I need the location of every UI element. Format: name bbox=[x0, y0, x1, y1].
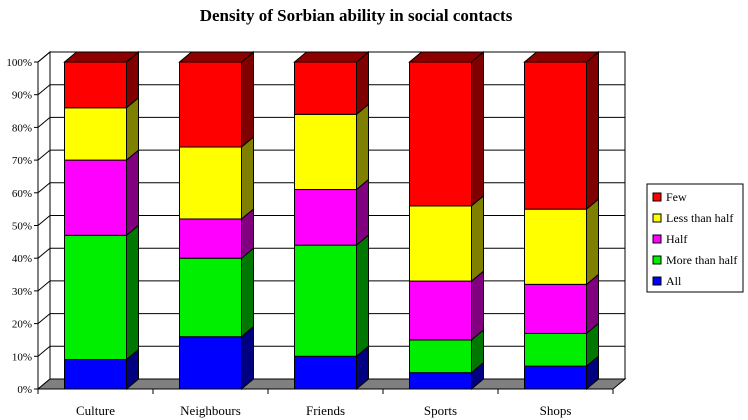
gridline-side bbox=[37, 345, 51, 357]
bar-less-than-half bbox=[524, 208, 587, 285]
bar-side-less-than-half bbox=[471, 194, 484, 283]
bar-half bbox=[409, 280, 472, 341]
bar-stack-culture bbox=[63, 50, 140, 391]
bar-less-than-half bbox=[294, 113, 357, 191]
bar-half bbox=[524, 283, 587, 334]
bar-half bbox=[179, 218, 242, 259]
y-tick-label: 40% bbox=[12, 253, 32, 265]
y-tick-label: 90% bbox=[12, 90, 32, 102]
gridline-side bbox=[37, 149, 51, 161]
bar-stack-sports bbox=[408, 50, 485, 391]
gridline-side bbox=[37, 247, 51, 259]
bar-few bbox=[179, 61, 242, 148]
chart-title: Density of Sorbian ability in social con… bbox=[200, 6, 513, 25]
y-tick-label: 0% bbox=[17, 384, 32, 396]
bar-side-less-than-half bbox=[241, 135, 254, 221]
x-tick-label: Shops bbox=[540, 403, 572, 418]
bar-all bbox=[524, 365, 587, 390]
x-tick-label: Culture bbox=[76, 403, 115, 418]
bar-side-few bbox=[241, 50, 254, 149]
legend-label: All bbox=[666, 274, 682, 288]
gridline-side bbox=[37, 182, 51, 194]
bar-side-few bbox=[471, 50, 484, 207]
y-tick-label: 60% bbox=[12, 188, 32, 200]
bar-side-less-than-half bbox=[126, 96, 139, 162]
bar-side-less-than-half bbox=[586, 198, 599, 286]
bar-top-few bbox=[63, 51, 140, 63]
gridline-side bbox=[37, 51, 51, 63]
x-axis-ticks: Culture Neighbours Friends Sports Shops bbox=[37, 388, 614, 418]
bar-few bbox=[524, 61, 587, 210]
bar-more-than-half bbox=[409, 339, 472, 374]
gridline-side bbox=[37, 215, 51, 226]
bar-all bbox=[179, 336, 242, 390]
bar-top-few bbox=[523, 51, 600, 63]
gridline-side bbox=[37, 117, 51, 128]
bar-more-than-half bbox=[179, 257, 242, 338]
bar-side-half bbox=[126, 149, 139, 237]
legend-label: Few bbox=[666, 190, 687, 204]
bar-few bbox=[409, 61, 472, 207]
legend-label: Less than half bbox=[666, 211, 733, 225]
bar-side-half bbox=[356, 178, 369, 247]
bar-side-more-than-half bbox=[126, 224, 139, 361]
x-tick-label: Friends bbox=[306, 403, 345, 418]
bar-all bbox=[64, 359, 127, 390]
y-axis-ticks: 0% 10% 20% 30% 40% 50% 60% 70% 80% 90% 100% bbox=[6, 57, 39, 396]
bar-top-few bbox=[408, 51, 485, 63]
bar-top-few bbox=[178, 51, 255, 63]
gridline-side bbox=[37, 84, 51, 96]
bar-side-few bbox=[586, 50, 599, 211]
legend-swatch bbox=[652, 213, 662, 223]
y-tick-label: 50% bbox=[12, 221, 32, 233]
bar-side-all bbox=[241, 325, 254, 391]
legend-swatch bbox=[652, 192, 662, 202]
bar-side-more-than-half bbox=[356, 234, 369, 358]
bar-top-few bbox=[293, 51, 370, 63]
bar-side-half bbox=[471, 270, 484, 342]
y-tick-label: 100% bbox=[6, 57, 32, 69]
y-tick-label: 30% bbox=[12, 286, 32, 298]
bar-few bbox=[294, 61, 357, 115]
x-tick-label: Sports bbox=[424, 403, 457, 418]
bar-stack-shops bbox=[523, 50, 600, 391]
legend: Few Less than half Half More than half All bbox=[646, 183, 744, 293]
bar-all bbox=[409, 372, 472, 390]
bar-few bbox=[64, 61, 127, 109]
bar-side-few bbox=[356, 50, 369, 116]
bar-stack-friends bbox=[293, 50, 370, 391]
y-tick-label: 10% bbox=[12, 351, 32, 363]
bar-more-than-half bbox=[64, 234, 127, 361]
bar-all bbox=[294, 355, 357, 390]
legend-label: Half bbox=[666, 232, 687, 246]
legend-swatch bbox=[652, 255, 662, 265]
bar-side-more-than-half bbox=[241, 247, 254, 338]
legend-label: More than half bbox=[666, 253, 737, 267]
legend-swatch bbox=[652, 234, 662, 244]
bar-more-than-half bbox=[524, 332, 587, 367]
bar-more-than-half bbox=[294, 244, 357, 357]
bar-half bbox=[294, 189, 357, 246]
bar-less-than-half bbox=[179, 146, 242, 220]
bar-stack-neighbours bbox=[178, 50, 255, 391]
legend-swatch bbox=[652, 276, 662, 286]
y-tick-label: 70% bbox=[12, 155, 32, 167]
bar-side-less-than-half bbox=[356, 103, 369, 191]
y-tick-label: 80% bbox=[12, 122, 32, 134]
bars bbox=[63, 50, 600, 391]
x-tick-label: Neighbours bbox=[180, 403, 241, 418]
bar-less-than-half bbox=[409, 205, 472, 282]
gridline-side bbox=[37, 280, 51, 292]
bar-less-than-half bbox=[64, 107, 127, 161]
legend-box bbox=[646, 183, 744, 293]
gridline-side bbox=[37, 313, 51, 324]
y-tick-label: 20% bbox=[12, 319, 32, 331]
bar-half bbox=[64, 159, 127, 236]
